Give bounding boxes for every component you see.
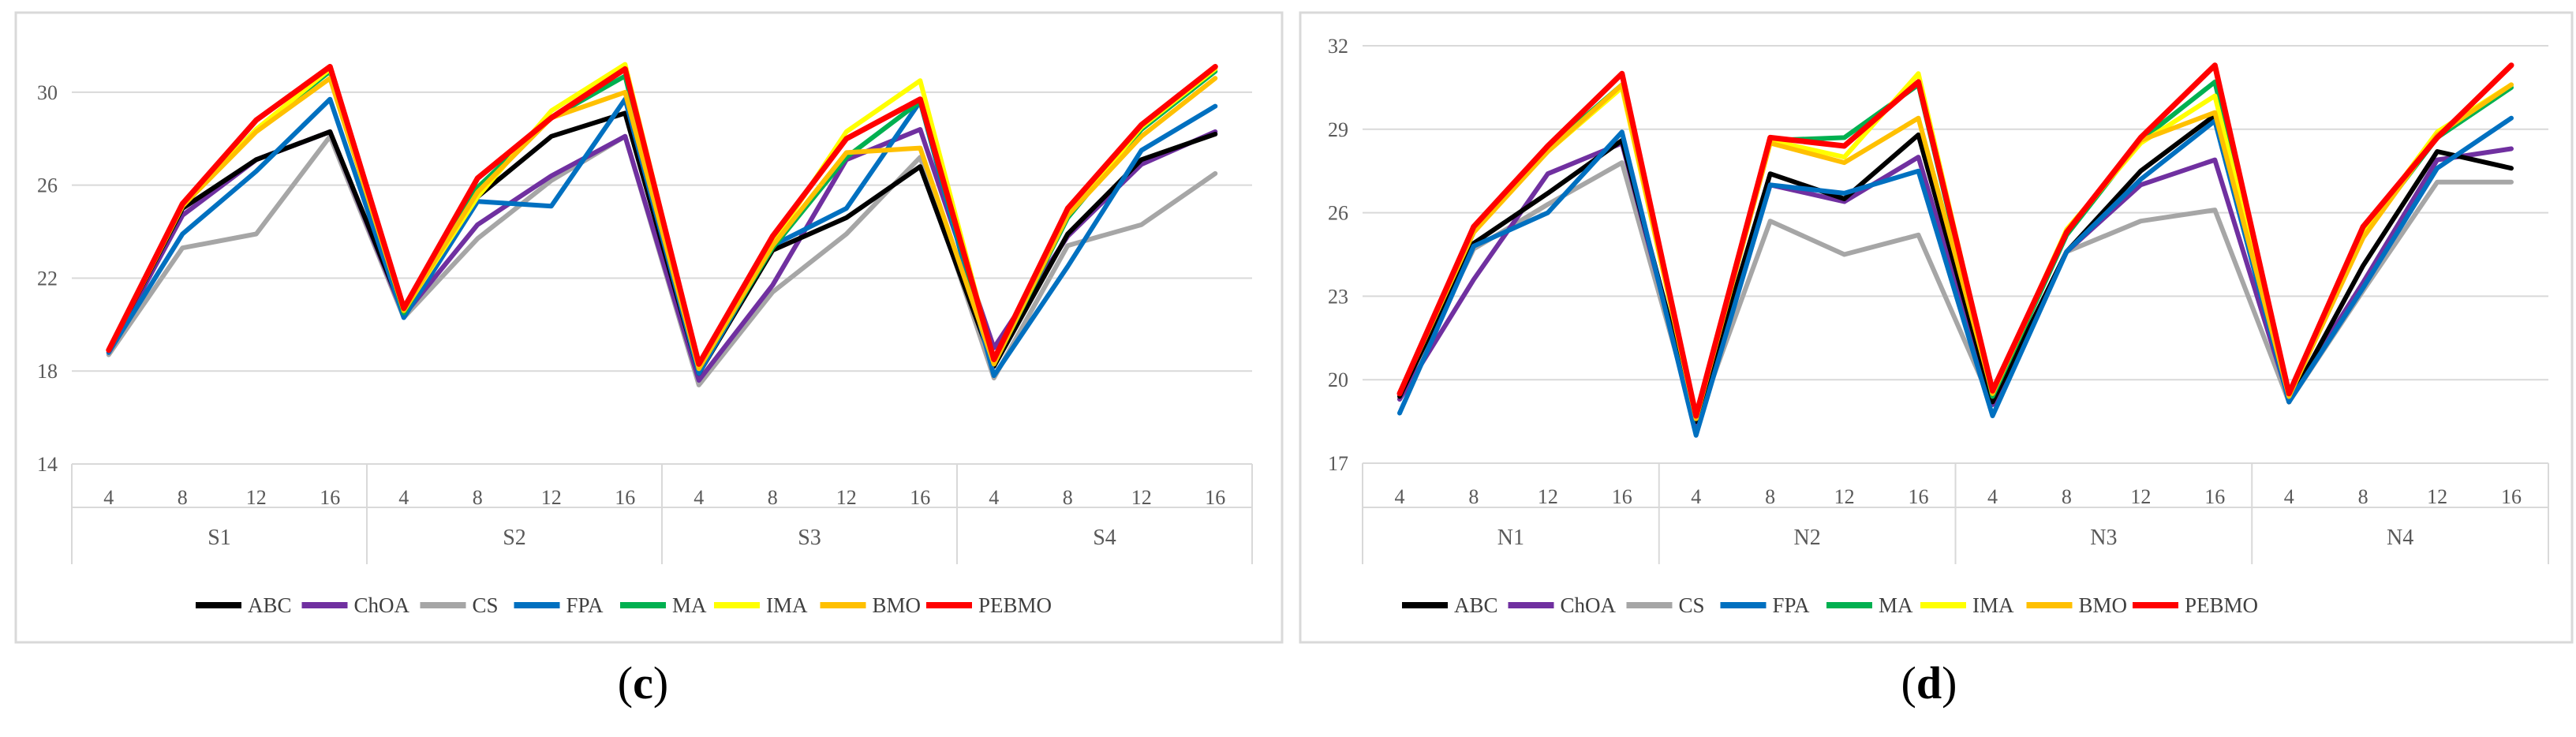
group-label: N1 bbox=[1497, 526, 1524, 550]
y-tick-label: 18 bbox=[37, 360, 58, 383]
legend-label-ima: IMA bbox=[766, 593, 808, 617]
caption-c-letter: c bbox=[633, 657, 653, 709]
x-tick-label: 4 bbox=[1691, 485, 1701, 508]
x-tick-label: 16 bbox=[615, 486, 635, 509]
x-tick-label: 4 bbox=[2284, 485, 2294, 508]
x-tick-label: 16 bbox=[1612, 485, 1632, 508]
series-line-pebmo bbox=[106, 64, 1218, 367]
x-tick-label: 12 bbox=[541, 486, 562, 509]
caption-c-close: ) bbox=[652, 657, 669, 709]
x-tick-label: 12 bbox=[1834, 485, 1855, 508]
caption-d-letter: d bbox=[1916, 657, 1942, 709]
x-tick-label: 4 bbox=[398, 486, 409, 509]
series-line-bmo bbox=[1397, 82, 2514, 421]
x-tick-label: 4 bbox=[1394, 485, 1404, 508]
x-tick-label: 8 bbox=[473, 486, 483, 509]
y-tick-label: 32 bbox=[1328, 35, 1348, 58]
x-tick-label: 8 bbox=[2358, 485, 2368, 508]
legend-label-pebmo: PEBMO bbox=[2185, 593, 2258, 617]
legend-label-ma: MA bbox=[1879, 593, 1913, 617]
x-tick-label: 16 bbox=[2204, 485, 2225, 508]
legend-label-fpa: FPA bbox=[566, 593, 604, 617]
legend-label-abc: ABC bbox=[248, 593, 292, 617]
x-tick-label: 4 bbox=[989, 486, 999, 509]
legend-label-choa: ChOA bbox=[354, 593, 410, 617]
legend-label-pebmo: PEBMO bbox=[978, 593, 1052, 617]
y-tick-label: 26 bbox=[37, 174, 58, 197]
legend-label-cs: CS bbox=[473, 593, 499, 617]
chart-panel-c: 14 18 22 26 30 4 8 12 16 4 8 12 16 4 8 12 16 4 8 12 16 S1 S2 S3… bbox=[14, 11, 1284, 644]
x-tick-label: 16 bbox=[320, 486, 340, 509]
legend-label-abc: ABC bbox=[1454, 593, 1498, 617]
y-tick-label: 23 bbox=[1328, 285, 1348, 308]
legend-label-ma: MA bbox=[672, 593, 707, 617]
x-tick-label: 8 bbox=[1063, 486, 1073, 509]
x-tick-label: 4 bbox=[103, 486, 114, 509]
series-line-fpa bbox=[1397, 115, 2514, 438]
x-tick-label: 12 bbox=[246, 486, 267, 509]
x-tick-label: 8 bbox=[1765, 485, 1775, 508]
x-tick-label: 8 bbox=[1468, 485, 1479, 508]
x-tick-label: 12 bbox=[1131, 486, 1152, 509]
group-label: N3 bbox=[2090, 526, 2117, 550]
x-tick-label: 12 bbox=[2130, 485, 2151, 508]
chart-frame bbox=[14, 11, 1284, 644]
legend-label-cs: CS bbox=[1679, 593, 1705, 617]
y-tick-label: 20 bbox=[1328, 368, 1348, 391]
y-tick-label: 30 bbox=[37, 81, 58, 104]
caption-d-open: ( bbox=[1901, 657, 1916, 709]
caption-d: (d) bbox=[1850, 657, 2008, 709]
y-tick-label: 14 bbox=[37, 453, 58, 476]
x-tick-label: 16 bbox=[2501, 485, 2522, 508]
y-tick-label: 22 bbox=[37, 267, 58, 290]
legend-label-fpa: FPA bbox=[1773, 593, 1811, 617]
x-tick-label: 4 bbox=[1987, 485, 1998, 508]
group-label: S4 bbox=[1093, 526, 1116, 550]
caption-c: (c) bbox=[564, 657, 722, 709]
series-line-abc bbox=[1397, 113, 2514, 425]
legend-label-ima: IMA bbox=[1972, 593, 2014, 617]
group-label: S3 bbox=[798, 526, 821, 550]
x-tick-label: 8 bbox=[2062, 485, 2072, 508]
x-tick-label: 16 bbox=[1205, 486, 1225, 509]
x-tick-label: 16 bbox=[1909, 485, 1929, 508]
y-tick-label: 29 bbox=[1328, 118, 1348, 141]
group-label: S1 bbox=[208, 526, 231, 550]
x-tick-label: 12 bbox=[836, 486, 857, 509]
caption-c-open: ( bbox=[617, 657, 634, 709]
series-line-pebmo bbox=[1396, 62, 2514, 419]
x-tick-label: 12 bbox=[1538, 485, 1558, 508]
group-label: N2 bbox=[1794, 526, 1821, 550]
group-label: S2 bbox=[503, 526, 526, 550]
x-tick-label: 4 bbox=[694, 486, 704, 509]
y-tick-label: 26 bbox=[1328, 202, 1348, 225]
group-label: N4 bbox=[2387, 526, 2413, 550]
x-tick-label: 16 bbox=[910, 486, 930, 509]
chart-frame bbox=[1299, 11, 2574, 644]
chart-panel-d: 17 20 23 26 29 32 4 8 12 16 4 8 12 16 4 8 12 16 4 8 12 16 N1 N2… bbox=[1299, 11, 2574, 644]
legend-label-bmo: BMO bbox=[873, 593, 922, 617]
caption-d-close: ) bbox=[1942, 657, 1957, 709]
legend-label-bmo: BMO bbox=[2079, 593, 2128, 617]
legend-label-choa: ChOA bbox=[1561, 593, 1617, 617]
x-tick-label: 12 bbox=[2427, 485, 2447, 508]
x-tick-label: 8 bbox=[768, 486, 778, 509]
y-tick-label: 17 bbox=[1328, 452, 1348, 475]
x-tick-label: 8 bbox=[178, 486, 188, 509]
